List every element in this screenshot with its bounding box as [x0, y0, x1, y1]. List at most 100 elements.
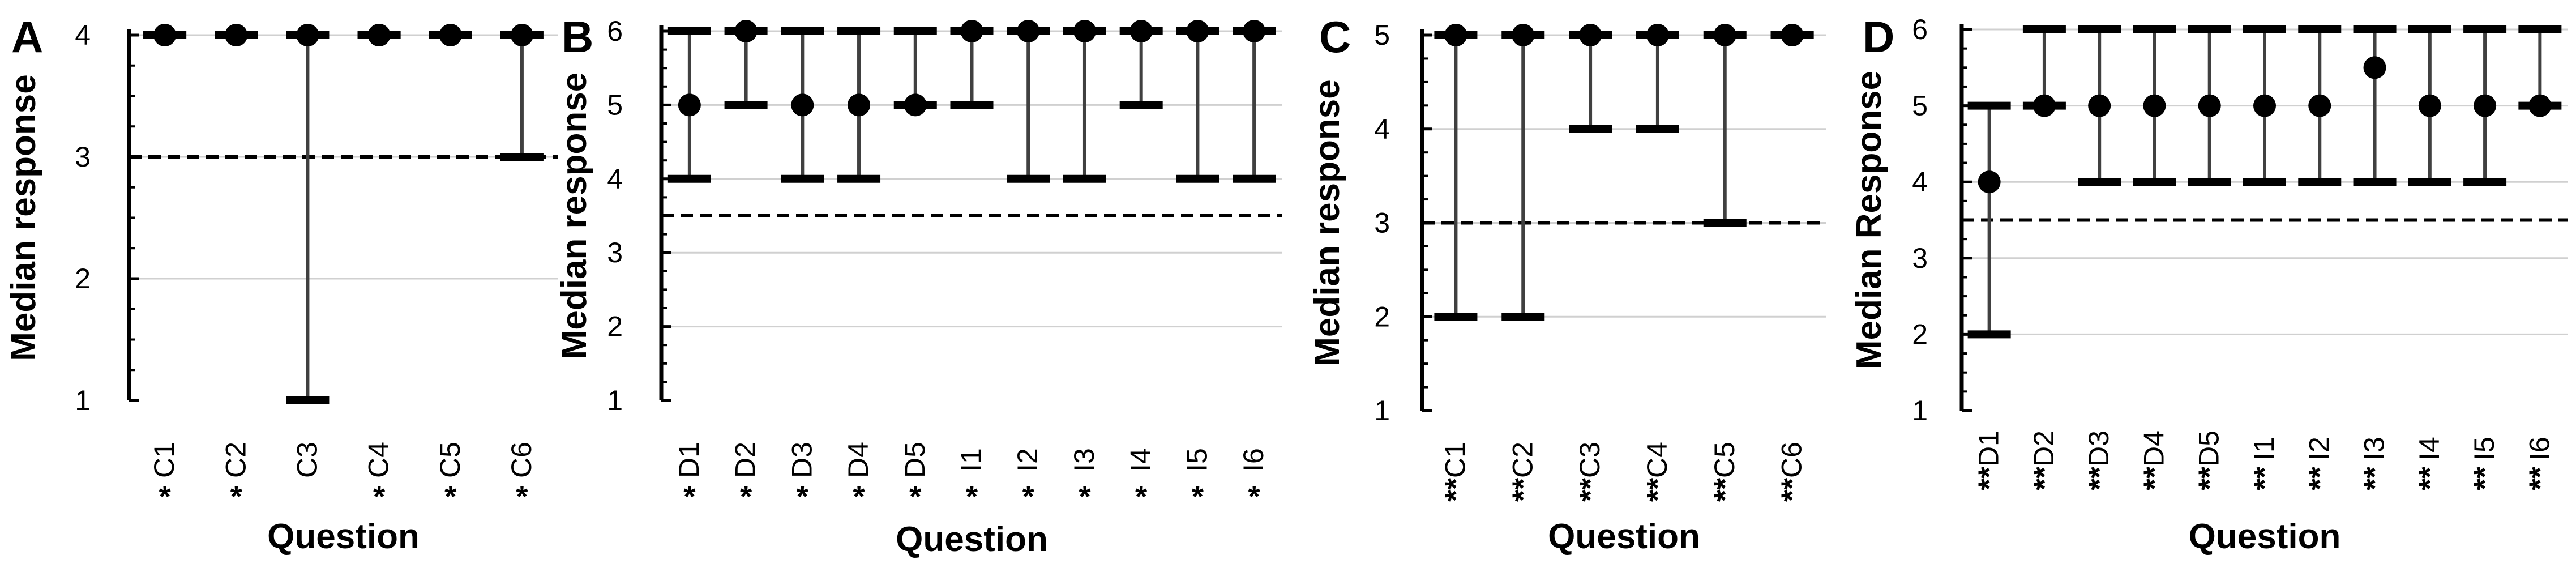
median-point	[2198, 94, 2221, 117]
significance-marker: *	[966, 480, 978, 514]
x-axis-title: Question	[1548, 517, 1700, 556]
y-tick-label: 3	[75, 141, 91, 173]
significance-marker: *	[1135, 480, 1147, 514]
median-point	[2253, 94, 2276, 117]
x-tick-label: I3	[1068, 448, 1100, 472]
median-point	[2143, 94, 2166, 117]
x-tick-label: C5	[434, 442, 466, 478]
panel-letter: A	[11, 12, 43, 62]
x-tick-label: D2	[730, 442, 761, 478]
median-point	[2032, 94, 2056, 117]
x-tick-label: I5	[2468, 437, 2500, 460]
x-tick-label: D4	[2138, 430, 2170, 467]
significance-marker: **	[1439, 478, 1473, 502]
x-tick-label: C6	[506, 442, 537, 478]
x-tick-label: I6	[1238, 448, 1269, 472]
significance-marker: *	[1022, 480, 1034, 514]
significance-marker: **	[1708, 478, 1742, 502]
significance-marker: **	[1506, 478, 1540, 502]
significance-marker: **	[2193, 467, 2227, 490]
median-point	[367, 24, 391, 46]
y-tick-label: 5	[1912, 90, 1928, 122]
median-point	[296, 24, 319, 46]
significance-marker: *	[373, 480, 385, 514]
y-tick-label: 6	[1912, 14, 1928, 45]
y-tick-label: 6	[607, 15, 623, 47]
median-point	[678, 93, 701, 117]
panel-letter: C	[1319, 12, 1351, 62]
x-tick-label: C1	[1439, 442, 1471, 478]
y-tick-label: 4	[75, 19, 91, 51]
significance-marker: **	[2082, 467, 2116, 490]
median-point	[1444, 24, 1467, 46]
median-point	[1186, 20, 1209, 42]
median-point	[904, 93, 927, 117]
median-point	[153, 24, 177, 46]
significance-marker: **	[2523, 467, 2557, 490]
significance-marker: *	[159, 480, 171, 514]
significance-marker: **	[2137, 467, 2171, 490]
y-tick-label: 4	[1912, 166, 1928, 198]
median-point	[510, 24, 533, 46]
x-tick-label: D3	[2083, 430, 2115, 467]
median-point	[1978, 170, 2001, 194]
panel-letter: B	[562, 12, 593, 62]
x-tick-label: C5	[1709, 442, 1740, 478]
x-tick-label: C2	[1507, 442, 1538, 478]
x-tick-label: I4	[2414, 437, 2445, 460]
significance-marker: **	[2027, 467, 2061, 490]
median-point	[1073, 20, 1096, 42]
x-tick-label: I2	[2303, 437, 2335, 460]
x-tick-label: C1	[148, 442, 180, 478]
median-point	[848, 93, 871, 117]
x-tick-label: C2	[220, 442, 251, 478]
significance-marker: **	[2303, 467, 2337, 490]
y-axis-title: Median Response	[1850, 71, 1889, 369]
x-tick-label: I6	[2523, 437, 2555, 460]
x-tick-label: I2	[1012, 448, 1043, 472]
x-tick-label: D5	[2193, 430, 2225, 467]
y-tick-label: 1	[1912, 395, 1928, 426]
significance-marker: *	[1192, 480, 1204, 514]
median-point	[2528, 94, 2552, 117]
x-axis-title: Question	[2189, 517, 2341, 556]
significance-marker: **	[1641, 478, 1675, 502]
significance-marker: *	[1079, 480, 1090, 514]
significance-marker: *	[444, 480, 456, 514]
median-point	[1713, 24, 1736, 46]
significance-marker: *	[797, 480, 808, 514]
x-axis-title: Question	[896, 520, 1048, 559]
significance-marker: **	[1775, 478, 1809, 502]
x-tick-label: D1	[673, 442, 705, 478]
significance-marker: *	[683, 480, 695, 514]
significance-marker: *	[1248, 480, 1260, 514]
y-tick-label: 4	[1374, 113, 1390, 145]
significance-marker: **	[1573, 478, 1607, 502]
x-tick-label: I1	[956, 448, 987, 472]
median-point	[791, 93, 814, 117]
significance-marker: **	[2413, 467, 2447, 490]
median-point	[1017, 20, 1040, 42]
x-tick-label: C6	[1776, 442, 1808, 478]
x-tick-label: C4	[363, 442, 395, 478]
significance-marker: **	[2358, 467, 2392, 490]
median-point	[1512, 24, 1535, 46]
median-point	[2363, 56, 2386, 79]
y-tick-label: 3	[1374, 207, 1390, 239]
significance-marker: **	[2468, 467, 2502, 490]
y-tick-label: 2	[1374, 301, 1390, 332]
x-tick-label: C3	[291, 442, 323, 478]
significance-marker: *	[909, 480, 921, 514]
x-tick-label: D5	[899, 442, 931, 478]
y-axis-title: Median response	[1308, 79, 1347, 366]
x-tick-label: I3	[2359, 437, 2390, 460]
median-point	[734, 20, 758, 42]
median-point	[2088, 94, 2111, 117]
y-axis-title: Median response	[555, 72, 594, 359]
y-tick-label: 2	[75, 263, 91, 294]
y-tick-label: 3	[1912, 242, 1928, 274]
median-point	[1781, 24, 1804, 46]
